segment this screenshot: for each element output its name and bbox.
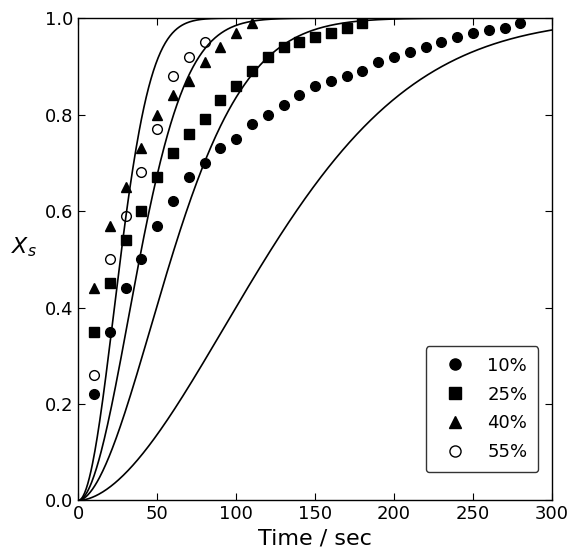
Legend: 10%, 25%, 40%, 55%: 10%, 25%, 40%, 55% <box>426 346 538 472</box>
X-axis label: Time / sec: Time / sec <box>258 529 372 549</box>
Y-axis label: $X_s$: $X_s$ <box>11 236 37 259</box>
